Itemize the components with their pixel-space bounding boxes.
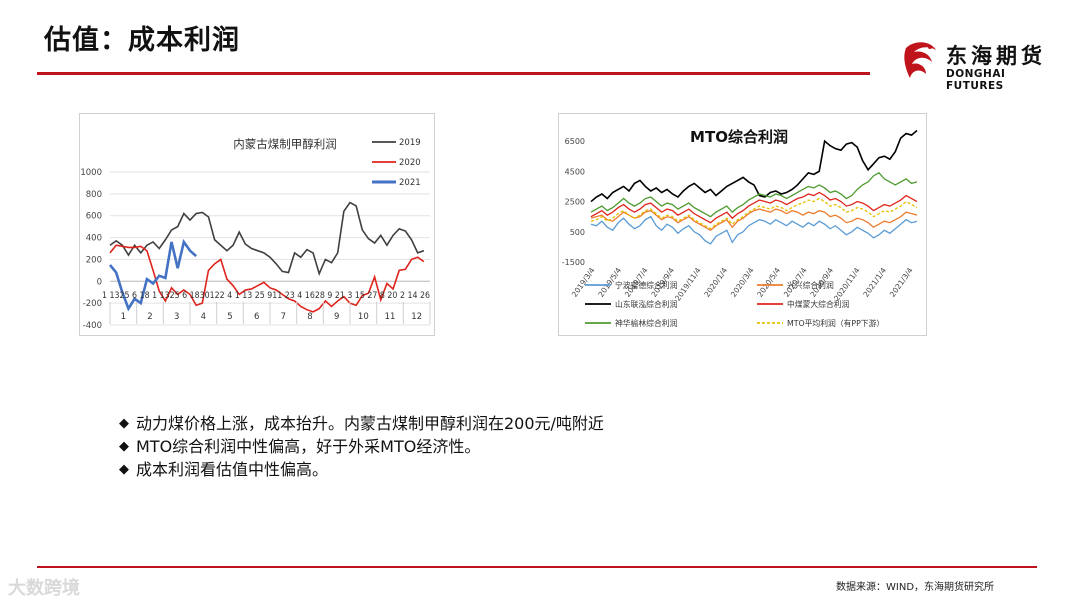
bullet-marker: ◆ [119,462,129,477]
bullet-item: ◆ 动力煤价格上涨，成本抬升。内蒙古煤制甲醇利润在200元/吨附近 [119,412,604,435]
page-title: 估值：成本利润 [44,25,240,56]
chart-methanol-profit-svg: 内蒙古煤制甲醇利润 -400 -200 0 200 400 600 800 1000 1 13… [80,137,431,331]
chart2-y-tick-label: 4500 [565,167,585,176]
chart1-month-label: 2 [147,312,152,322]
bullet-item: ◆ MTO综合利润中性偏高，好于外采MTO经济性。 [119,435,604,458]
company-logo: 东海期货 DONGHAI FUTURES [900,38,1060,92]
chart2-legend-label: 山东联泓综合利润 [615,299,678,309]
chart1-month-label: 11 [385,312,396,322]
chart-mto-profit-svg: MTO综合利润 -1500 500 2500 4500 6500 2019/3/4 201… [562,128,918,328]
chart-methanol-profit: 内蒙古煤制甲醇利润 -400 -200 0 200 400 600 800 1000 1 13… [79,113,435,336]
chart1-y-tick-label: 0 [97,277,102,287]
chart1-y-tick-label: 1000 [80,168,102,178]
title-divider [37,72,870,75]
chart2-series-line [590,197,918,230]
chart2-legend-label: 宁波富德综合利润 [615,280,678,290]
chart1-month-label: 1 [121,312,126,322]
chart2-series-line [590,129,918,203]
chart1-month-label: 4 [201,312,206,322]
chart2-series-line [590,172,918,218]
chart1-x-tick-labels: 1 1325 6 18 1 1325 6 1830122 4 1 13 25 9… [102,290,430,300]
chart1-month-label: 8 [307,312,312,322]
chart2-y-tick-label: 6500 [565,137,585,146]
chart1-month-label: 6 [254,312,259,322]
logo-text-en: DONGHAI FUTURES [946,68,1006,92]
chart1-month-label: 7 [281,312,286,322]
chart2-x-tick-label: 2020/3/4 [729,266,756,299]
chart2-legend-label: 中煤蒙大综合利润 [787,299,850,309]
chart-mto-profit: MTO综合利润 -1500 500 2500 4500 6500 2019/3/4 201… [558,113,927,336]
chart1-y-tick-label: -200 [83,299,102,309]
footer-divider [37,566,1037,568]
chart2-x-tick-label: 2019/11/4 [673,266,703,303]
chart2-y-tick-label: 500 [570,228,585,237]
chart1-y-tick-label: 200 [86,255,102,265]
chart1-y-tick-label: 400 [86,234,102,244]
chart1-series-line-2019 [109,201,425,276]
source-note: 数据来源：WIND，东海期货研究所 [836,582,995,593]
chart2-x-tick-label: 2021/3/4 [888,266,915,299]
chart2-x-tick-label: 2020/5/4 [755,266,782,299]
bullet-list: ◆ 动力煤价格上涨，成本抬升。内蒙古煤制甲醇利润在200元/吨附近 ◆ MTO综合利… [119,412,604,481]
chart2-series-line [590,191,918,224]
chart2-title: MTO综合利润 [690,128,788,146]
chart1-y-tick-label: 600 [86,212,102,222]
chart2-x-tick-label: 2019/3/4 [570,266,597,299]
chart2-legend-label: 神华榆林综合利润 [615,318,678,328]
chart2-series-line [590,208,918,232]
chart1-legend-label: 2020 [399,158,421,168]
chart1-title: 内蒙古煤制甲醇利润 [233,137,337,151]
chart1-month-label: 5 [227,312,232,322]
watermark: 大数跨境 [8,578,80,599]
chart1-series-line-2021 [108,238,198,312]
chart1-month-label: 9 [334,312,339,322]
chart2-x-tick-label: 2020/1/4 [702,266,729,299]
chart1-legend-label: 2019 [399,138,421,148]
dragon-logo-icon [904,42,936,78]
chart2-y-tick-label: -1500 [562,258,585,267]
chart1-month-label: 10 [358,312,369,322]
chart2-legend-label: MTO平均利润（有PP下游） [787,318,884,328]
chart2-y-tick-label: 2500 [565,198,585,207]
bullet-marker: ◆ [119,439,129,454]
chart1-month-label: 12 [411,312,422,322]
bullet-marker: ◆ [119,416,129,431]
chart1-y-tick-label: -400 [83,321,102,331]
chart2-x-tick-label: 2021/1/4 [861,266,888,299]
bullet-text: 动力煤价格上涨，成本抬升。内蒙古煤制甲醇利润在200元/吨附近 [136,414,604,433]
chart2-legend-label: 兴兴综合利润 [787,280,834,290]
chart1-month-label: 3 [174,312,179,322]
chart1-y-tick-label: 800 [86,190,102,200]
chart2-x-tick-label: 2020/11/4 [832,266,862,303]
bullet-item: ◆ 成本利润看估值中性偏高。 [119,458,604,481]
chart2-series-line [590,215,918,245]
bullet-text: MTO综合利润中性偏高，好于外采MTO经济性。 [136,437,481,456]
logo-text-cn: 东海期货 [946,44,1046,68]
chart1-series-line-2020 [109,244,425,313]
chart1-legend-label: 2021 [399,178,421,188]
bullet-text: 成本利润看估值中性偏高。 [136,460,329,479]
